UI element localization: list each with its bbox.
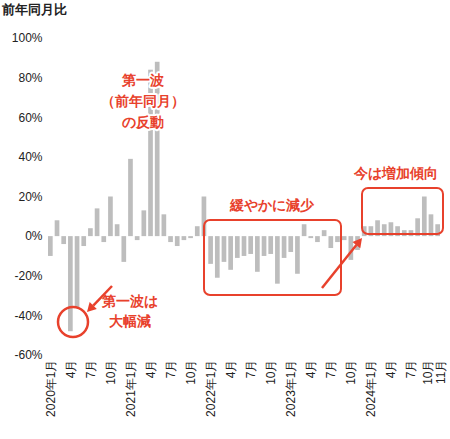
- svg-text:-40%: -40%: [14, 309, 42, 323]
- svg-text:60%: 60%: [18, 111, 42, 125]
- svg-text:緩やかに減少: 緩やかに減少: [229, 197, 315, 213]
- svg-text:10月: 10月: [184, 360, 198, 385]
- svg-text:11月: 11月: [434, 360, 448, 384]
- html-text:前年同月比: 前年同月比: [2, 2, 67, 17]
- svg-text:-20%: -20%: [14, 269, 42, 283]
- svg-text:100%: 100%: [12, 31, 43, 45]
- svg-text:10月: 10月: [421, 359, 436, 385]
- svg-text:2021年1月: 2021年1月: [124, 360, 138, 417]
- svg-text:2020年1月: 2020年1月: [44, 360, 58, 417]
- svg-text:7月: 7月: [84, 360, 98, 379]
- svg-text:20%: 20%: [18, 190, 42, 204]
- svg-text:2024年1月: 2024年1月: [364, 360, 378, 417]
- svg-text:4月: 4月: [224, 360, 238, 379]
- svg-text:7月: 7月: [164, 360, 178, 379]
- svg-text:7月: 7月: [324, 360, 338, 379]
- svg-text:第一波は大幅減: 第一波は大幅減: [101, 293, 158, 329]
- svg-text:4月: 4月: [384, 360, 398, 379]
- svg-text:10月: 10月: [344, 360, 358, 385]
- svg-text:80%: 80%: [18, 71, 42, 85]
- svg-text:0%: 0%: [25, 229, 43, 243]
- svg-text:4月: 4月: [144, 360, 158, 379]
- svg-text:今は増加傾向: 今は増加傾向: [353, 165, 438, 181]
- svg-text:4月: 4月: [64, 360, 78, 379]
- svg-text:7月: 7月: [404, 360, 418, 379]
- svg-text:-60%: -60%: [14, 348, 42, 362]
- svg-text:7月: 7月: [244, 360, 258, 379]
- svg-text:10月: 10月: [104, 360, 118, 385]
- svg-text:4月: 4月: [304, 360, 318, 379]
- svg-text:10月: 10月: [264, 360, 278, 385]
- svg-text:40%: 40%: [18, 150, 42, 164]
- svg-text:第一波（前年同月）の反動: 第一波（前年同月）の反動: [101, 72, 185, 130]
- svg-text:2023年1月: 2023年1月: [284, 360, 298, 417]
- svg-text:2022年1月: 2022年1月: [204, 360, 218, 417]
